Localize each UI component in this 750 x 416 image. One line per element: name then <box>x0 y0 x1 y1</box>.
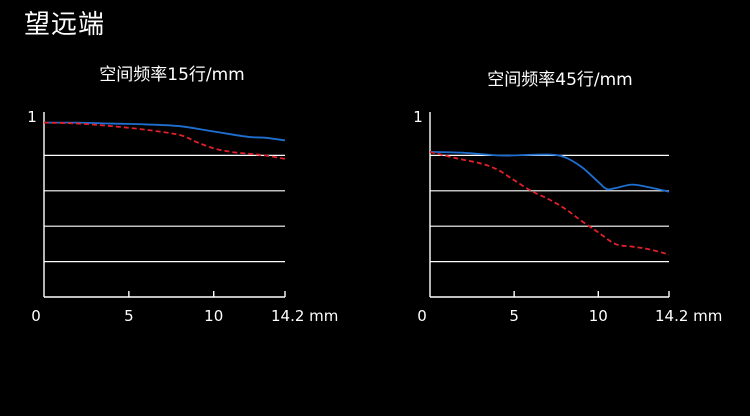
chart-2-title: 空间频率45行/mm <box>487 70 632 90</box>
chart-2-x-tick-label-3: 14.2 mm <box>655 307 722 325</box>
chart-1-y-tick-label: 1 <box>27 108 37 126</box>
chart-1-x-tick-label-0: 0 <box>31 307 41 325</box>
page-title: 望远端 <box>24 10 106 40</box>
chart-2-x-tick-label-1: 5 <box>509 307 519 325</box>
chart-1-series-blue-solid-line <box>43 121 286 142</box>
chart-2-y-tick-label: 1 <box>413 108 423 126</box>
chart-2-x-tick-label-2: 10 <box>589 307 608 325</box>
chart-2-x-tick-label-0: 0 <box>417 307 427 325</box>
chart-1-x-tick-label-1: 5 <box>124 307 134 325</box>
chart-1-x-tick-label-3: 14.2 mm <box>271 307 338 325</box>
chart-2-series-red-dashed-line <box>429 150 670 256</box>
chart-1-title: 空间频率15行/mm <box>99 65 244 85</box>
chart-2-series-blue-solid-line <box>429 150 670 193</box>
chart-1-series-red-dashed-line <box>43 121 286 160</box>
chart-1-x-tick-label-2: 10 <box>204 307 223 325</box>
